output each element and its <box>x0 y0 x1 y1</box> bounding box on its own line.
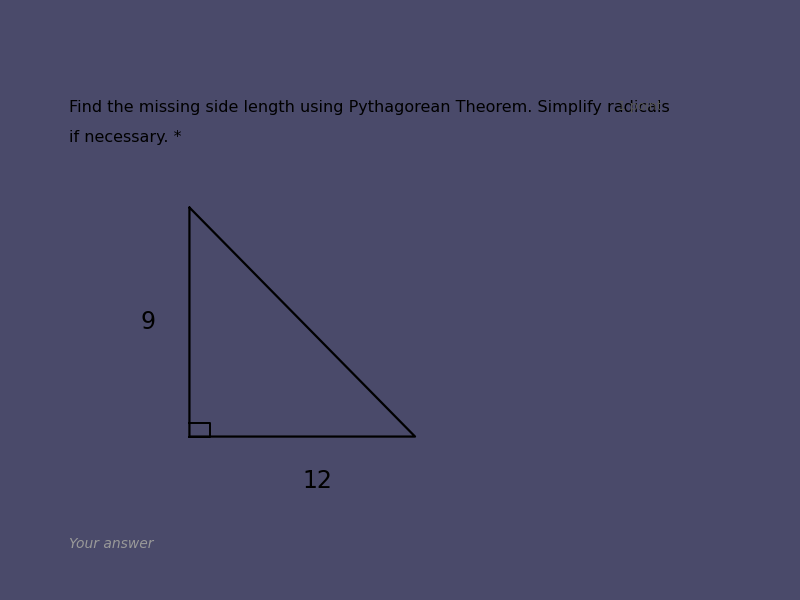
Text: Your answer: Your answer <box>69 537 154 551</box>
Text: 1 point: 1 point <box>618 100 662 113</box>
Text: 12: 12 <box>302 469 332 493</box>
Text: if necessary. *: if necessary. * <box>69 130 182 145</box>
Text: Find the missing side length using Pythagorean Theorem. Simplify radicals: Find the missing side length using Pytha… <box>69 100 670 115</box>
Text: 9: 9 <box>141 310 155 334</box>
